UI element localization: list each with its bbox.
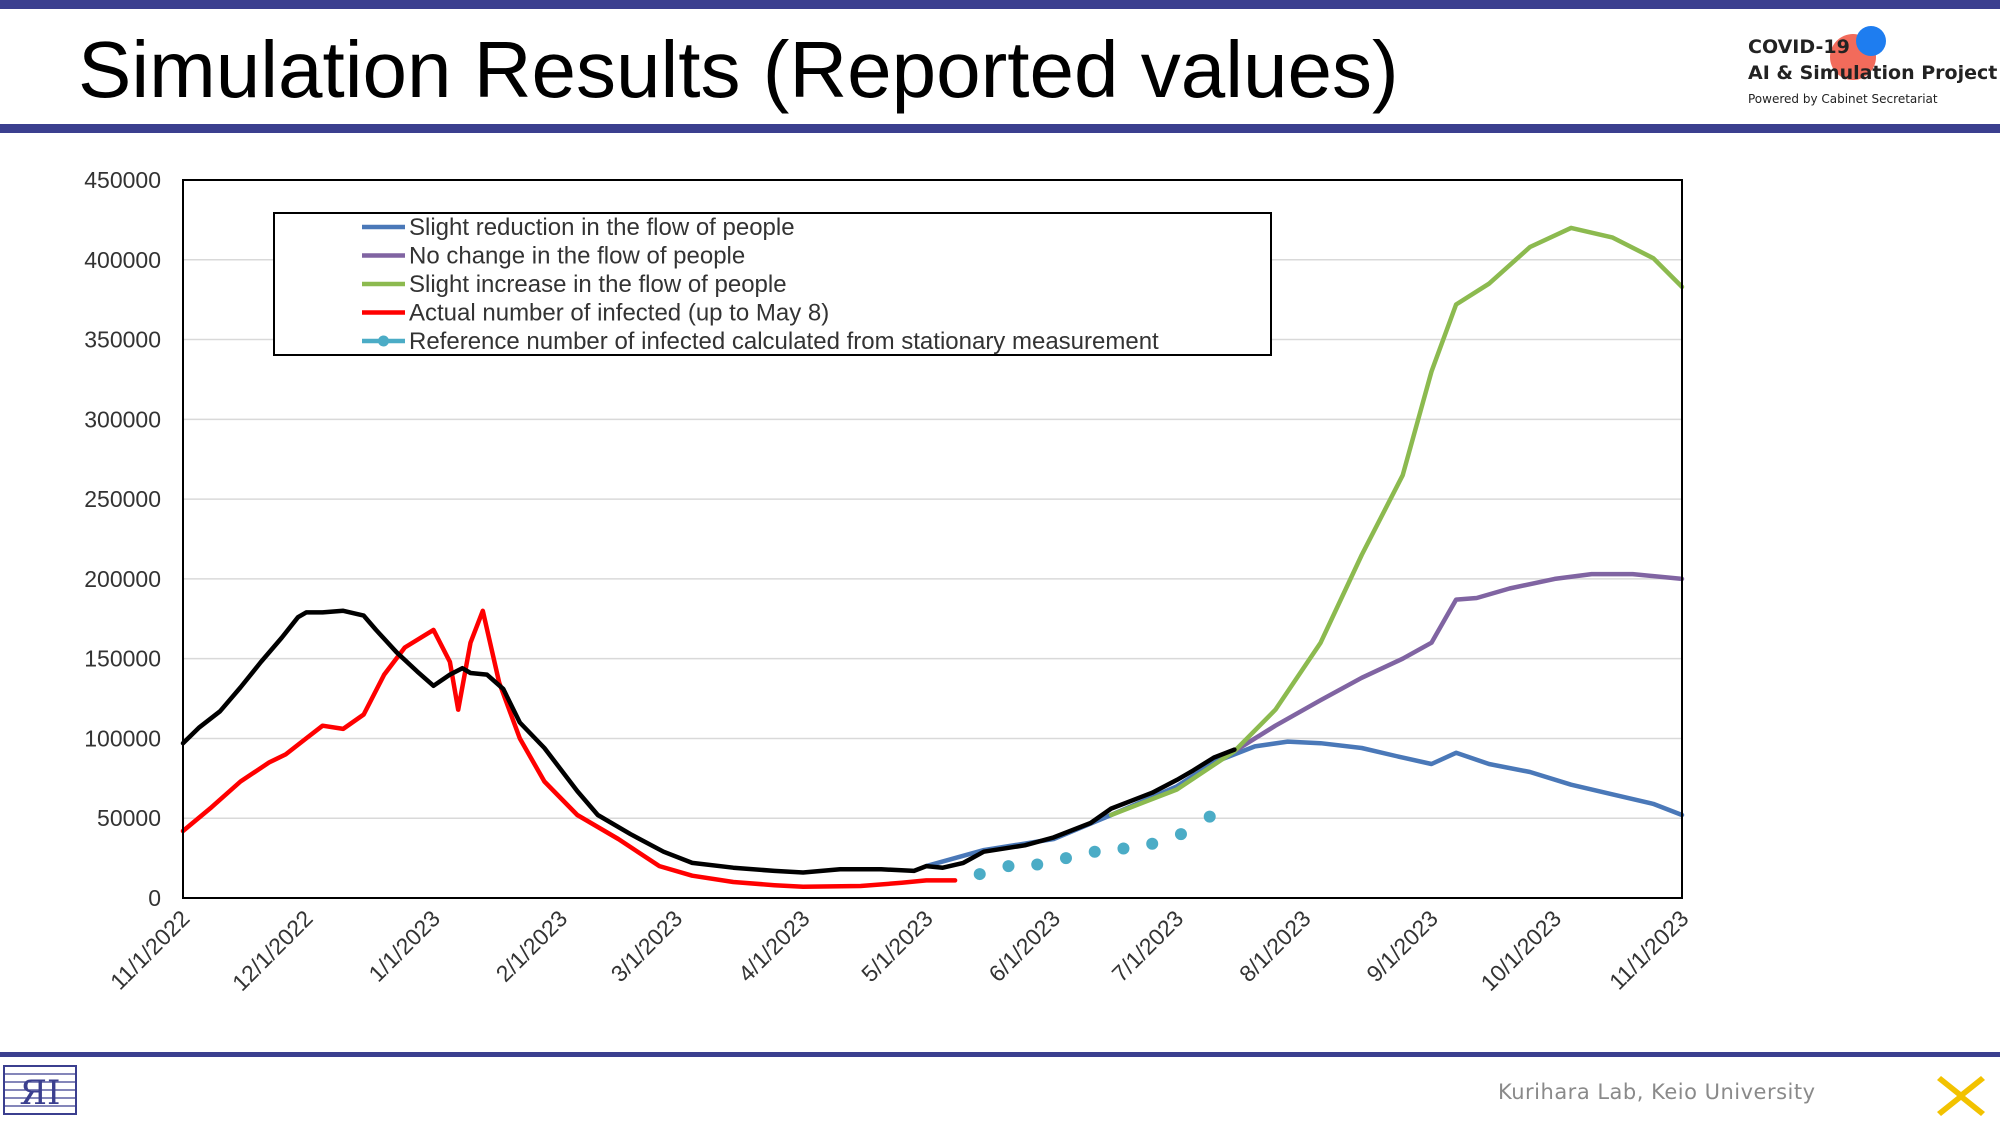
y-tick-label: 250000 [84, 486, 161, 512]
data-point [1059, 852, 1072, 865]
y-tick-label: 200000 [84, 566, 161, 592]
legend: Slight reduction in the flow of peopleNo… [273, 212, 1272, 356]
logo-line-2: AI & Simulation Project [1748, 62, 1998, 84]
legend-label: Actual number of infected (up to May 8) [409, 300, 829, 327]
x-tick-label: 4/1/2023 [733, 905, 815, 987]
y-tick-label: 150000 [84, 646, 161, 672]
plot-frame [182, 179, 1683, 899]
legend-label: No change in the flow of people [409, 243, 745, 270]
data-point [1203, 810, 1216, 823]
series-5 [180, 608, 1237, 875]
data-point [1146, 837, 1159, 850]
legend-marker [378, 335, 389, 347]
title-underline-bar [0, 124, 2000, 133]
y-tick-label: 300000 [84, 406, 161, 432]
lab-logo-icon: ЯI [3, 1065, 77, 1115]
series-line [924, 739, 1685, 869]
data-point [1031, 858, 1044, 871]
data-point [1174, 828, 1187, 841]
y-tick-label: 100000 [84, 725, 161, 751]
legend-label: Slight reduction in the flow of people [409, 214, 795, 241]
x-tick-label: 7/1/2023 [1107, 905, 1189, 987]
series-0 [924, 739, 1685, 869]
x-tick-label: 10/1/2023 [1475, 905, 1566, 996]
x-tick-label: 3/1/2023 [606, 905, 688, 987]
svg-text:ЯI: ЯI [20, 1073, 61, 1113]
x-tick-label: 5/1/2023 [856, 905, 938, 987]
logo-line-1: COVID-19 [1748, 36, 1850, 58]
line-chart: 0 50000 100000 150000 200000 250000 300000 3500… [84, 167, 1694, 996]
y-tick-label: 350000 [84, 327, 161, 353]
footer-credit: Kurihara Lab, Keio University [1498, 1080, 1816, 1104]
covid-project-logo: COVID-19 AI & Simulation Project Powered… [1740, 22, 1997, 114]
legend-label: Reference number of infected calculated … [409, 328, 1159, 355]
x-tick-label: 11/1/2022 [105, 905, 195, 995]
series-line [180, 608, 958, 890]
top-accent-bar [0, 0, 2000, 9]
y-axis-ticks: 0 50000 100000 150000 200000 250000 300000 3500… [84, 167, 161, 911]
data-point [973, 868, 986, 881]
series-3 [180, 608, 958, 890]
legend-label: Slight increase in the flow of people [409, 271, 787, 298]
footer-rule [0, 1052, 2000, 1057]
x-tick-label: 11/1/2023 [1604, 905, 1694, 995]
series-1 [1232, 571, 1685, 754]
x-tick-label: 2/1/2023 [491, 905, 573, 987]
x-tick-label: 12/1/2022 [227, 905, 318, 996]
series-2 [1108, 225, 1685, 818]
y-tick-label: 50000 [97, 805, 161, 831]
series-4 [973, 810, 1216, 881]
data-point [1088, 845, 1101, 858]
x-axis-ticks: 11/1/2022 12/1/2022 1/1/2023 2/1/2023 3/1/20… [105, 905, 1694, 996]
x-tick-label: 9/1/2023 [1361, 905, 1443, 987]
series-line [1108, 225, 1685, 818]
y-tick-label: 0 [148, 885, 161, 911]
logo-blue-circle [1856, 26, 1886, 56]
x-tick-label: 6/1/2023 [983, 905, 1065, 987]
x-tick-label: 8/1/2023 [1234, 905, 1316, 987]
page-title: Simulation Results (Reported values) [78, 25, 1399, 114]
keio-pen-logo-icon [1937, 1076, 1985, 1116]
data-point [1002, 860, 1015, 873]
legend-box [273, 212, 1272, 356]
series-line [1232, 571, 1685, 754]
series-line [180, 608, 1237, 875]
y-tick-label: 450000 [84, 167, 161, 193]
logo-line-3: Powered by Cabinet Secretariat [1748, 92, 1938, 106]
y-tick-label: 400000 [84, 247, 161, 273]
x-tick-label: 1/1/2023 [363, 905, 445, 987]
series-layer [180, 225, 1685, 890]
data-point [1117, 842, 1130, 855]
